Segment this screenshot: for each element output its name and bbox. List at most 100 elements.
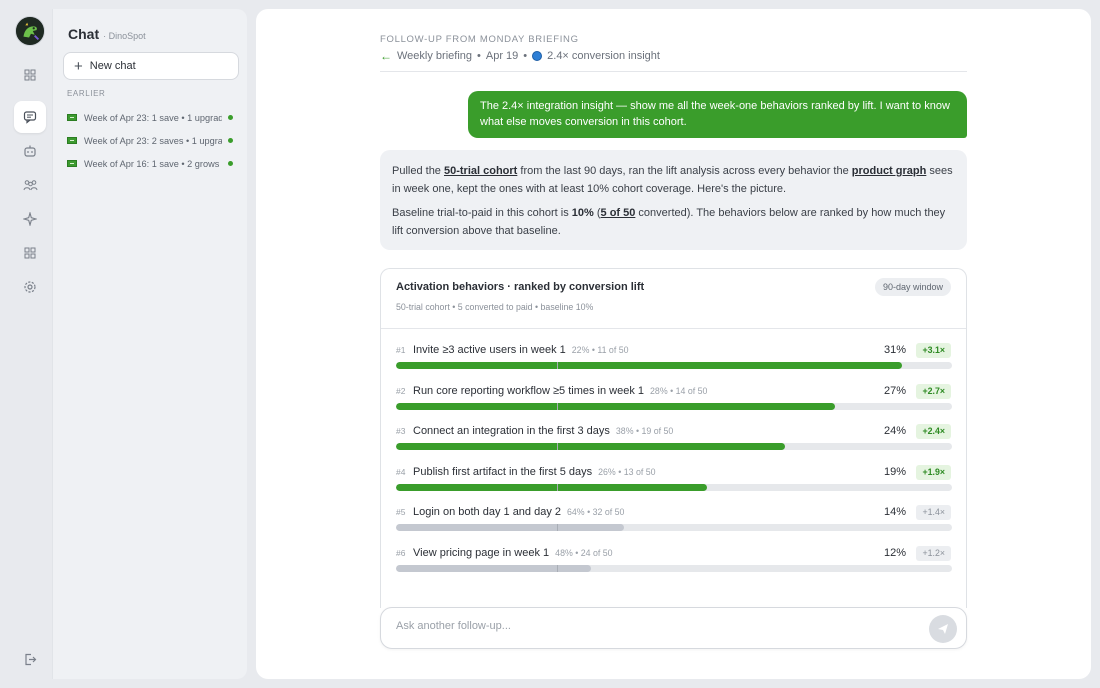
breadcrumb-separator: • [523,50,528,62]
assistant-paragraph-2: Baseline trial-to-paid in this cohort is… [392,207,946,237]
behavior-row[interactable]: #1 Invite ≥3 active users in week 1 22% • … [396,342,952,383]
window-badge: 90-day window [874,278,951,296]
cohort-link[interactable]: 50-trial cohort [443,165,518,177]
behavior-list: #1 Invite ≥3 active users in week 1 22% • … [381,342,966,585]
converted-link[interactable]: 5 of 50 [600,207,636,219]
follow-up-input[interactable] [396,620,896,632]
sparkle-icon[interactable] [14,203,46,235]
behavior-row-line: #4 Publish first artifact in the first 5 … [396,464,952,480]
behavior-rank: #3 [396,426,406,436]
breadcrumb: ← Weekly briefing • Apr 19 • 2.4× conver… [380,49,660,63]
baseline-value: 10% [571,207,594,219]
chat-icon[interactable] [14,101,46,133]
composer [380,607,967,649]
chat-history-label: Week of Apr 23: 1 save • 1 upgrade [84,112,222,123]
behavior-rank: #2 [396,385,406,396]
breadcrumb-briefing[interactable]: Weekly briefing [397,50,472,62]
behavior-row-line: #2 Run core reporting workflow ≥5 times i… [396,383,952,399]
baseline-marker [557,524,559,531]
behavior-row[interactable]: #3 Connect an integration in the first 3 … [396,423,952,464]
assistant-message: Pulled the 50-trial cohort from the last… [380,150,967,250]
product-graph-link[interactable]: product graph [851,165,927,177]
new-chat-label: New chat [89,60,136,72]
behavior-row-line: #1 Invite ≥3 active users in week 1 22% • … [396,342,952,358]
behavior-rank: #6 [396,547,406,558]
conversion-pct: 24% [883,425,906,437]
new-chat-button[interactable]: + New chat [63,52,239,80]
behavior-name: Run core reporting workflow ≥5 times in … [413,384,645,397]
header-divider [380,71,967,72]
app-title: Chat [68,26,100,42]
lift-bar-track [396,564,952,572]
unread-dot [228,161,233,166]
chat-history-list: Week of Apr 23: 1 save • 1 upgrade Week … [67,106,237,175]
briefing-flag-icon [67,137,77,144]
lift-bar-fill [396,483,708,491]
team-icon[interactable] [14,169,46,201]
behavior-coverage: 48% • 24 of 50 [555,547,613,558]
behavior-rank: #4 [396,466,406,477]
behavior-name: Invite ≥3 active users in week 1 [413,344,566,356]
behavior-row[interactable]: #5 Login on both day 1 and day 2 64% • 32 … [396,504,952,545]
dino-logo-icon [16,17,44,45]
lift-bar-fill [396,564,591,572]
chat-history-label: Week of Apr 16: 1 save • 2 grows [84,158,220,169]
briefing-flag-icon [67,114,77,121]
behavior-coverage: 38% • 19 of 50 [615,426,674,436]
workspace-name: · DinoSpot [103,31,146,41]
behavior-name: View pricing page in week 1 [413,546,550,559]
apps-icon[interactable] [14,237,46,269]
dashboard-icon[interactable] [14,59,46,91]
bot-icon[interactable] [14,135,46,167]
unread-dot [228,115,233,120]
lift-bar-track [396,402,952,410]
baseline-marker [557,402,559,410]
baseline-marker [557,443,559,450]
user-message: The 2.4× integration insight — show me a… [468,91,967,138]
lift-bar-track [396,443,952,450]
chat-history-label: Week of Apr 23: 2 saves • 1 upgrade [84,135,222,146]
settings-icon[interactable] [14,271,46,303]
lift-bar-track [396,524,952,531]
unread-dot [228,138,233,143]
plus-icon: + [74,57,83,75]
behavior-row-line: #5 Login on both day 1 and day 2 64% • 32 … [396,504,952,520]
conversion-pct: 27% [883,384,906,397]
behavior-rank: #5 [396,507,406,517]
lift-badge: +1.9× [916,464,951,480]
back-arrow-icon[interactable]: ← [380,49,392,63]
send-button[interactable] [929,615,957,643]
behavior-rank: #1 [396,345,406,355]
conversion-pct: 12% [883,546,906,559]
send-icon [938,624,948,634]
behavior-row[interactable]: #2 Run core reporting workflow ≥5 times i… [396,383,952,424]
lift-badge: +1.4× [916,505,951,520]
briefing-flag-icon [67,160,77,167]
behavior-coverage: 22% • 11 of 50 [571,345,629,355]
breadcrumb-date: Apr 19 [485,50,519,62]
lift-badge: +1.2× [916,545,951,561]
chat-history-item[interactable]: Week of Apr 16: 1 save • 2 grows [67,152,237,175]
card-subtitle: 50-trial cohort • 5 converted to paid • … [396,302,594,312]
baseline-marker [557,483,559,491]
section-label-earlier: EARLIER [67,89,106,98]
logout-icon[interactable] [14,643,46,675]
icon-rail [9,9,51,679]
lift-bar-fill [396,524,624,531]
behavior-row[interactable]: #6 View pricing page in week 1 48% • 24 of… [396,545,952,586]
behavior-row[interactable]: #4 Publish first artifact in the first 5 … [396,464,952,505]
card-title: Activation behaviors · ranked by convers… [396,281,645,293]
sidebar-header: Chat · DinoSpot [68,26,146,42]
conversion-pct: 31% [883,344,906,356]
lift-bar-fill [396,402,836,410]
avatar[interactable] [15,16,45,46]
activation-behaviors-card: Activation behaviors · ranked by convers… [380,268,967,608]
conversation-panel: FOLLOW-UP FROM MONDAY BRIEFING ← Weekly … [256,9,1091,679]
lift-bar-track [396,483,952,491]
chat-history-item[interactable]: Week of Apr 23: 1 save • 1 upgrade [67,106,237,129]
lift-bar-track [396,362,952,369]
baseline-marker [557,564,559,572]
chat-history-item[interactable]: Week of Apr 23: 2 saves • 1 upgrade [67,129,237,152]
lift-bar-fill [396,362,902,369]
lift-bar-fill [396,443,786,450]
